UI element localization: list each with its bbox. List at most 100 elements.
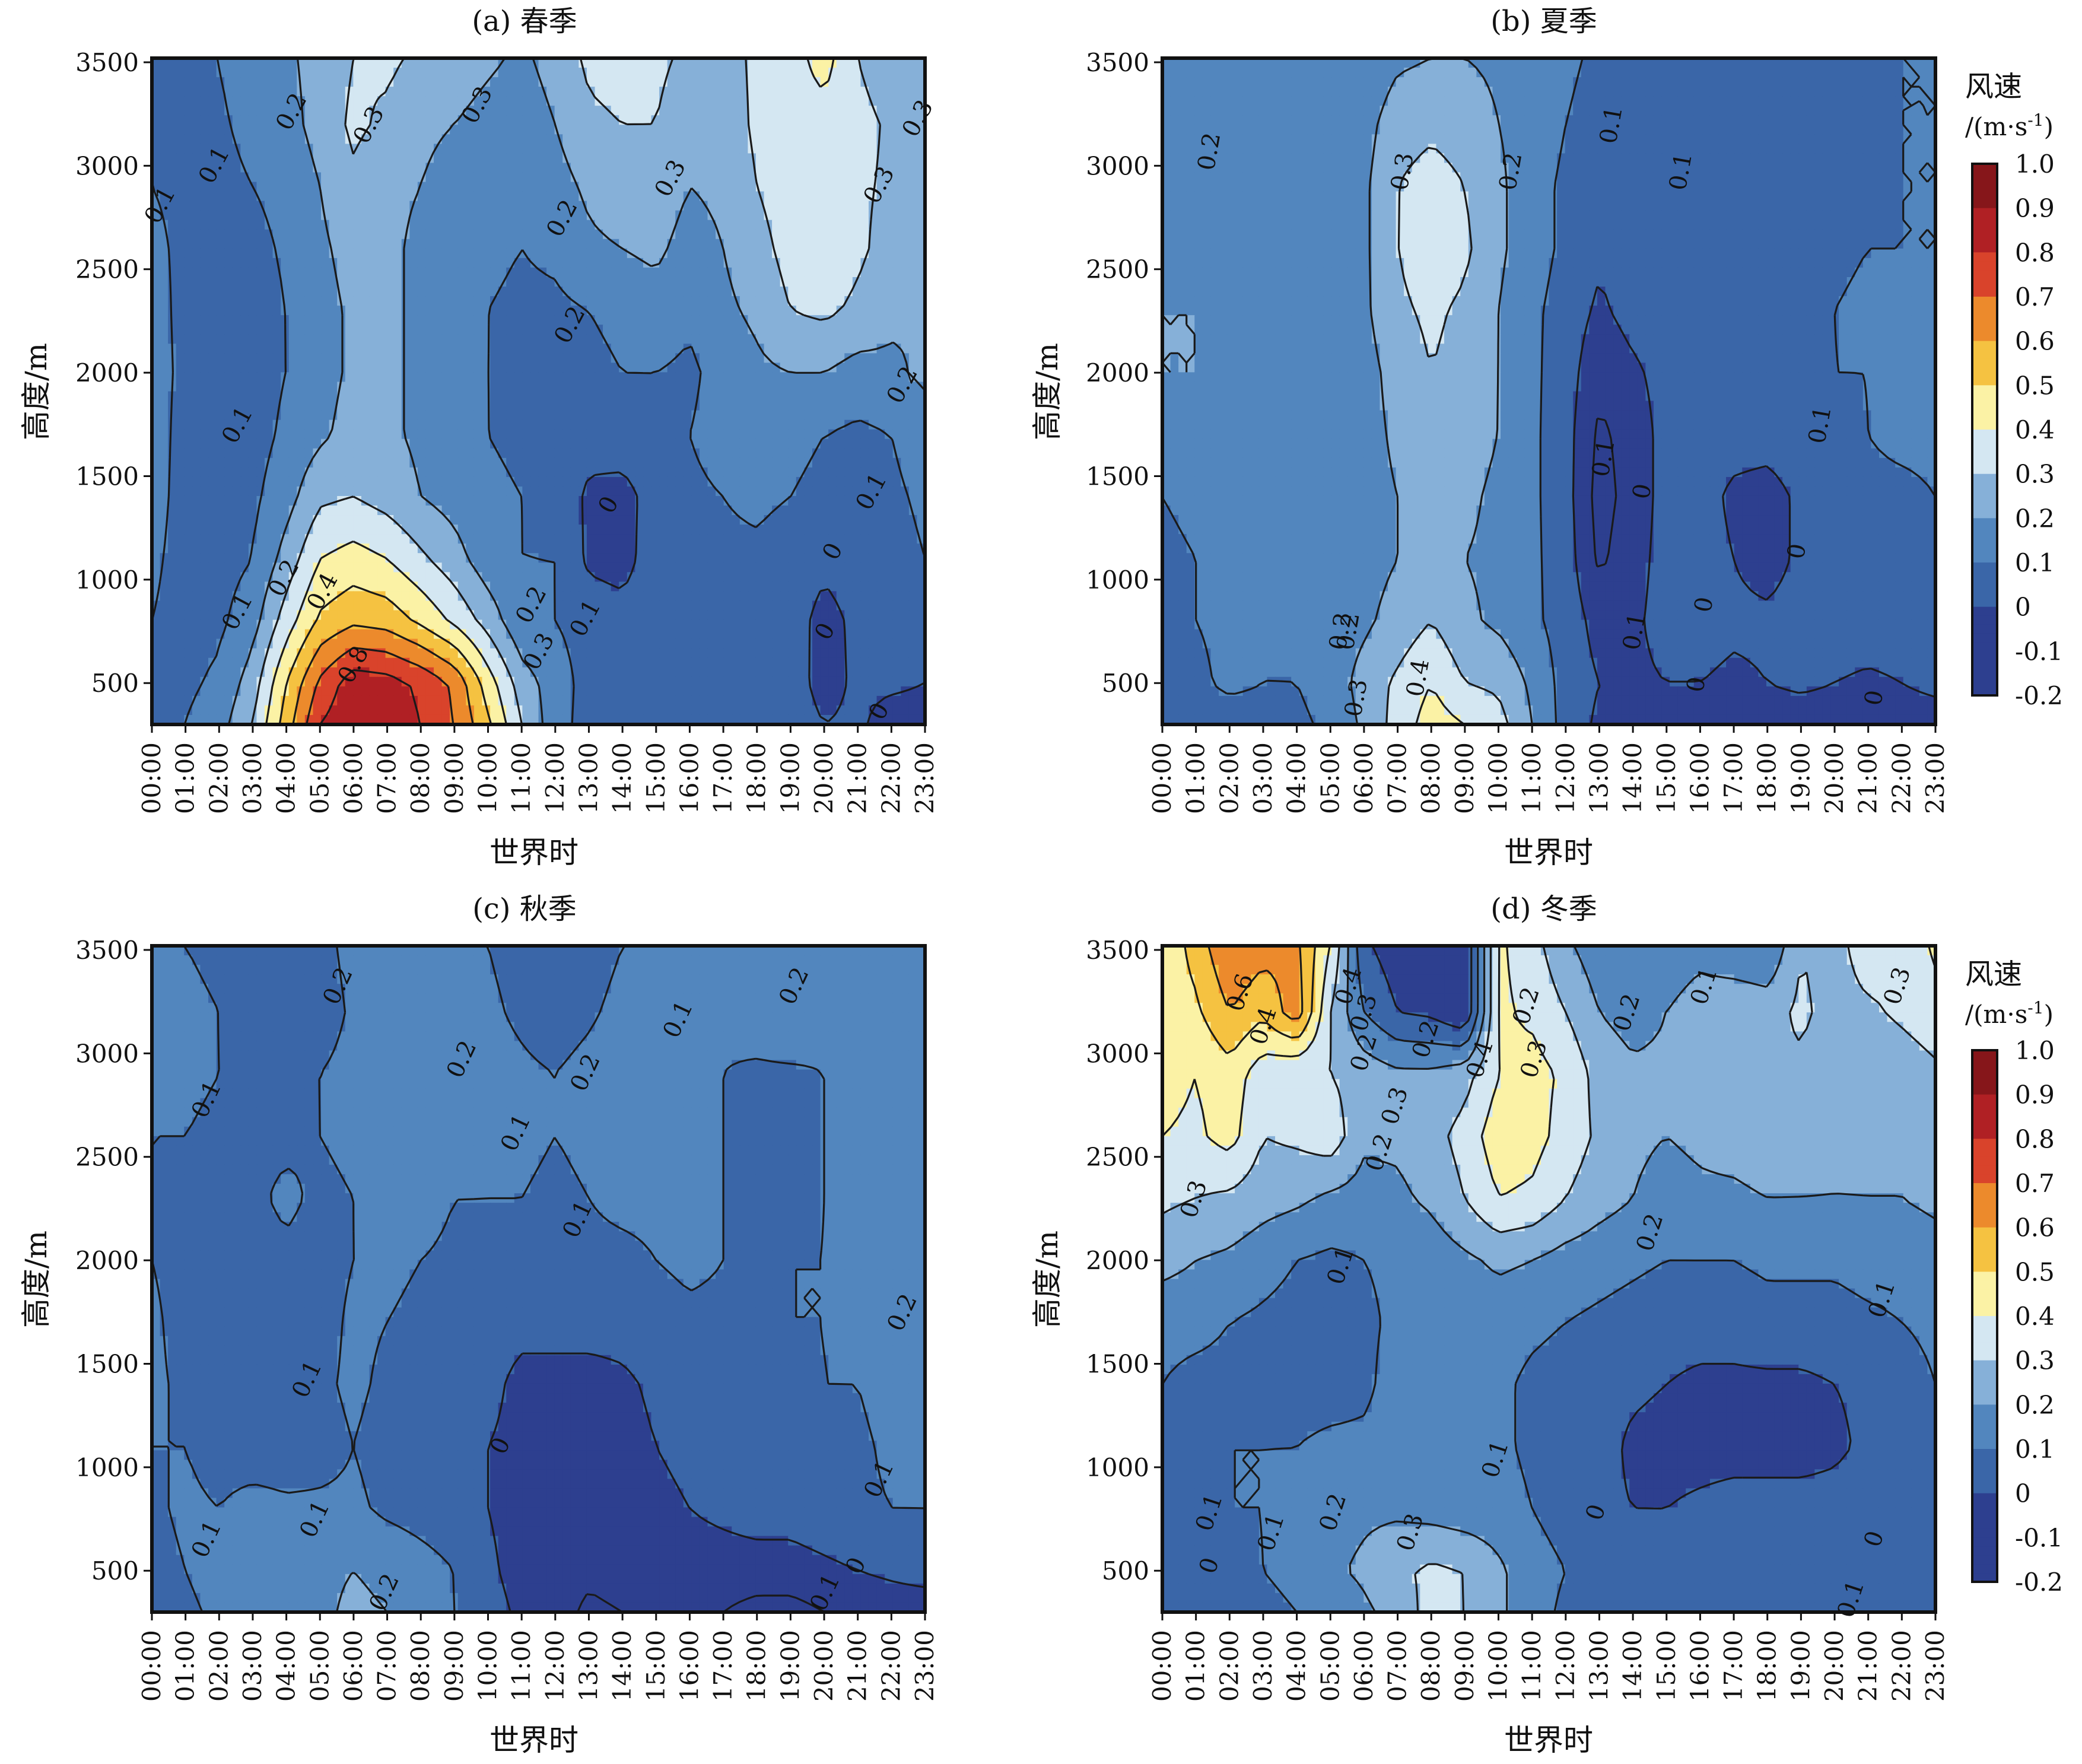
field-cell [764,525,773,535]
field-cell [756,230,764,240]
field-cell [659,534,667,544]
field-cell [466,477,474,487]
field-cell [377,230,386,240]
field-cell [578,372,587,382]
field-cell [184,182,192,192]
field-cell [804,496,812,506]
field-cell [555,420,563,430]
field-cell [578,230,587,240]
field-cell [498,506,507,516]
field-cell [595,287,603,297]
field-cell [675,77,684,87]
field-cell [571,258,579,268]
field-cell [546,173,555,183]
field-cell [514,334,523,344]
field-cell [160,163,169,173]
field-cell [796,77,805,87]
field-cell [853,134,861,144]
field-cell [724,334,732,344]
field-cell [555,439,563,449]
field-cell [393,487,402,497]
field-cell [804,287,812,297]
field-cell [498,220,507,230]
field-cell [208,543,217,554]
field-cell [498,125,507,135]
field-cell [821,449,829,459]
field-cell [281,173,289,183]
field-cell [595,543,603,554]
field-cell [522,306,530,316]
field-cell [393,506,402,516]
field-cell [772,449,780,459]
field-cell [732,325,740,335]
field-cell [176,315,185,325]
field-cell [281,192,289,202]
field-cell [233,96,241,106]
field-cell [587,430,595,440]
field-cell [684,325,692,335]
field-cell [901,534,909,544]
field-cell [844,458,853,468]
field-cell [539,420,547,430]
field-cell [256,543,265,554]
field-cell [651,249,660,259]
field-cell [490,163,498,173]
field-cell [184,401,192,411]
field-cell [539,515,547,525]
field-cell [909,249,917,259]
field-cell [539,211,547,221]
field-cell [289,230,297,240]
field-cell [877,458,885,468]
field-cell [217,468,225,478]
field-cell [619,77,627,87]
field-cell [860,201,869,211]
field-cell [837,392,845,402]
field-cell [667,477,676,487]
field-cell [539,144,547,154]
field-cell [619,420,627,430]
field-cell [635,401,643,411]
field-cell [345,477,354,487]
field-cell [386,439,394,449]
field-cell [667,468,676,478]
field-cell [329,334,338,344]
field-cell [772,153,780,163]
field-cell [402,515,410,525]
field-cell [885,449,893,459]
field-cell [756,363,764,373]
field-cell [539,534,547,544]
field-cell [506,363,514,373]
field-cell [466,258,474,268]
field-cell [716,173,724,183]
field-cell [546,163,555,173]
field-cell [184,411,192,421]
field-cell [893,506,901,516]
field-cell [200,392,208,402]
field-cell [675,277,684,287]
field-cell [522,543,530,554]
field-cell [860,372,869,382]
field-cell [273,182,281,192]
field-cell [788,115,796,125]
field-cell [643,449,651,459]
field-cell [732,144,740,154]
field-cell [603,287,611,297]
field-cell [828,173,837,183]
field-cell [474,372,482,382]
field-cell [659,144,667,154]
field-cell [176,125,185,135]
field-cell [514,182,523,192]
field-cell [482,163,490,173]
field-cell [176,268,185,278]
field-cell [361,239,370,249]
field-cell [546,525,555,535]
field-cell [700,220,708,230]
field-cell [256,334,265,344]
field-cell [361,363,370,373]
field-cell [466,506,474,516]
field-cell [812,96,821,106]
field-cell [901,68,909,78]
field-cell [353,287,361,297]
field-cell [434,192,442,202]
field-cell [821,411,829,421]
